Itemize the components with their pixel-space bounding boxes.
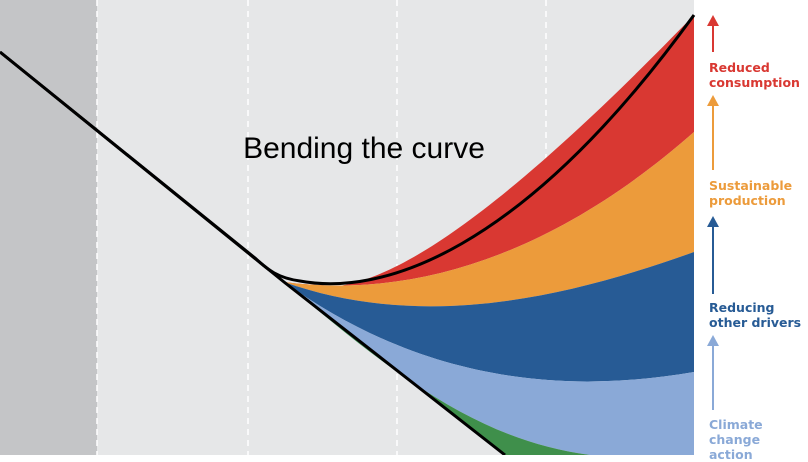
band-reduced-consumption (284, 15, 694, 288)
legend-sustainable-production: Sustainable production (709, 178, 793, 208)
bent-curve-line (0, 14, 696, 286)
legend-climate-change-action: Climate change action (709, 417, 763, 462)
legend-reduced-consumption: Reduced consumption (709, 60, 800, 90)
pathway-bands (284, 15, 694, 455)
band-sustainable-production (284, 132, 694, 307)
arrow-up-icon (707, 335, 719, 410)
arrow-up-icon (707, 15, 719, 52)
historical-period-band (0, 0, 97, 455)
band-reducing-other-drivers (284, 252, 694, 382)
arrow-up-icon (707, 95, 719, 170)
arrow-up-icon (707, 216, 719, 294)
band-climate-change-action (284, 282, 694, 455)
chart-title: Bending the curve (243, 132, 485, 165)
legend-reducing-other-drivers: Reducing other drivers (709, 300, 802, 330)
